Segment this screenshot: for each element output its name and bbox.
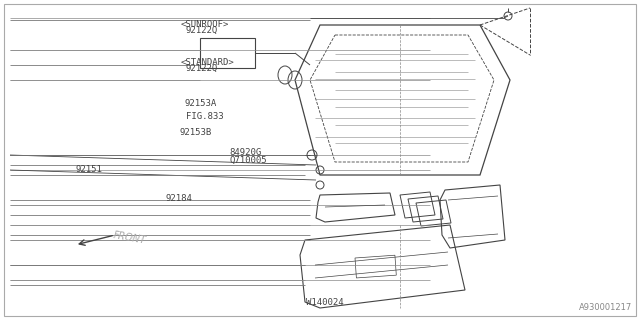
Bar [355, 255, 396, 278]
Text: 92151: 92151 [76, 165, 102, 174]
Text: FRONT: FRONT [112, 230, 147, 246]
Text: FIG.833: FIG.833 [186, 112, 223, 121]
Text: <STANDARD>: <STANDARD> [180, 58, 234, 67]
Text: 92153B: 92153B [179, 128, 211, 137]
Text: 92184: 92184 [165, 194, 192, 203]
Text: 92122Q: 92122Q [186, 26, 218, 35]
Text: 84920G: 84920G [229, 148, 261, 157]
Text: 92153A: 92153A [184, 99, 216, 108]
Text: A930001217: A930001217 [579, 303, 632, 312]
Bar [200, 38, 255, 68]
Text: <SUNROOF>: <SUNROOF> [180, 20, 229, 28]
Text: 92122Q: 92122Q [186, 64, 218, 73]
Text: Q710005: Q710005 [229, 156, 267, 164]
Text: W140024: W140024 [306, 298, 344, 307]
